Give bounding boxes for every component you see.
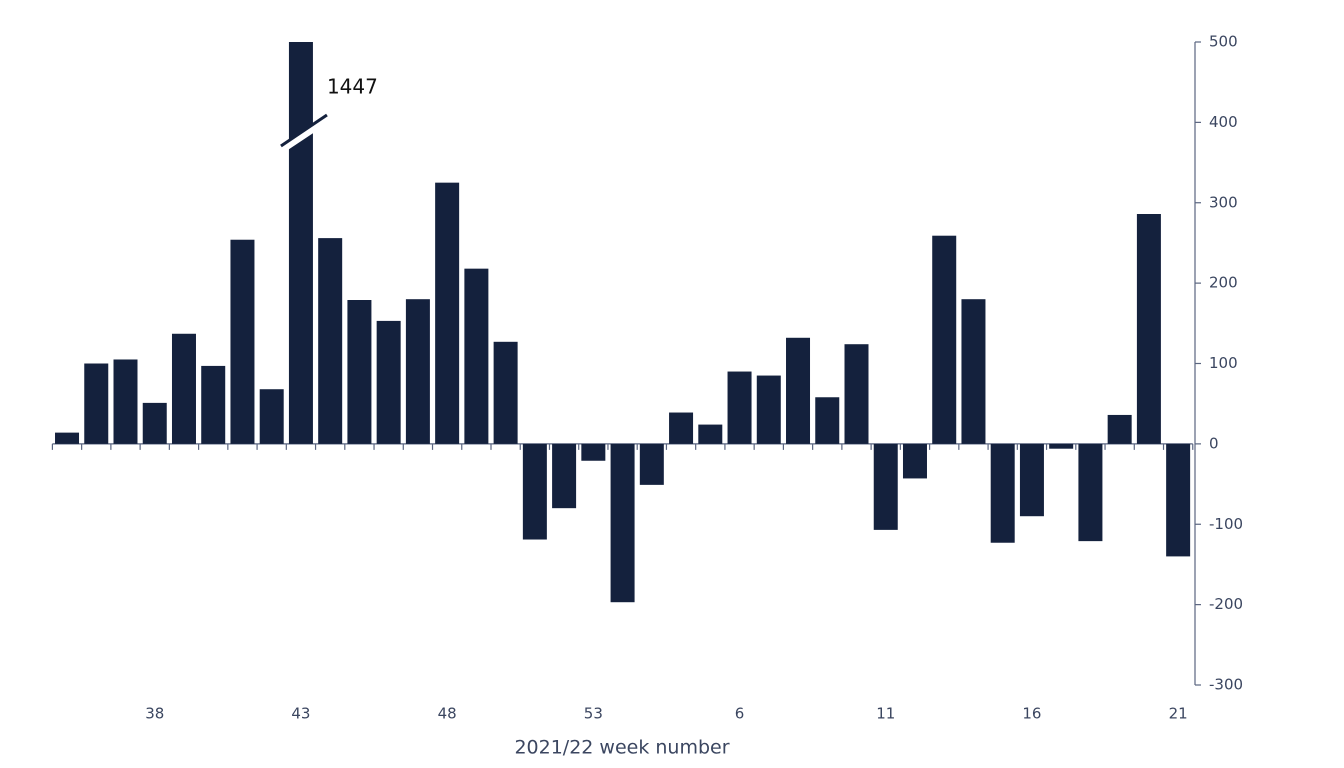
axis-break	[280, 118, 323, 154]
y-tick-label: 200	[1209, 274, 1238, 292]
bar	[1136, 214, 1161, 444]
bar	[464, 268, 489, 444]
bar	[990, 443, 1015, 543]
bar	[288, 42, 313, 444]
bar	[55, 432, 80, 444]
bar	[113, 359, 138, 444]
bar	[1107, 414, 1132, 444]
bar	[815, 397, 840, 444]
bar	[639, 443, 664, 485]
x-tick-label: 16	[1022, 705, 1041, 723]
y-tick-label: -200	[1209, 595, 1243, 613]
bar	[902, 443, 927, 479]
bar	[932, 235, 957, 444]
bar	[230, 239, 255, 444]
bar	[318, 238, 343, 444]
bar	[961, 299, 986, 444]
bar	[698, 424, 723, 444]
y-tick-label: 400	[1209, 113, 1238, 131]
bar	[873, 443, 898, 530]
y-tick-label: 300	[1209, 193, 1238, 211]
x-tick-label: 53	[584, 705, 603, 723]
bar	[1049, 443, 1074, 449]
bar	[727, 371, 752, 444]
bar	[142, 402, 167, 444]
y-tick-label: 100	[1209, 354, 1238, 372]
x-axis-label: 2021/22 week number	[514, 737, 729, 759]
bar	[259, 389, 284, 444]
bar	[756, 375, 781, 444]
bar	[493, 341, 518, 444]
break-line	[280, 125, 324, 155]
bar	[1078, 443, 1103, 542]
data-label: 1447	[327, 75, 378, 99]
break-line	[280, 113, 328, 148]
y-tick-label: -300	[1209, 676, 1243, 694]
x-tick-label: 43	[291, 705, 310, 723]
bar	[435, 182, 460, 444]
y-tick-label: 0	[1209, 434, 1219, 452]
bar	[84, 363, 109, 444]
y-tick-label: -100	[1209, 515, 1243, 533]
bar	[610, 443, 635, 603]
bar	[1019, 443, 1044, 517]
bar	[669, 412, 694, 444]
bar	[522, 443, 547, 540]
x-tick-label: 21	[1169, 705, 1188, 723]
y-tick-label: 500	[1209, 33, 1238, 51]
x-tick-label: 48	[438, 705, 457, 723]
bar	[171, 333, 196, 444]
bar	[376, 320, 401, 444]
bar	[581, 443, 606, 461]
bar	[201, 365, 226, 444]
bar	[844, 344, 869, 444]
bar	[552, 443, 577, 509]
bar	[347, 300, 372, 444]
x-tick-label: 11	[876, 705, 895, 723]
x-tick-label: 38	[145, 705, 164, 723]
bar	[786, 337, 811, 444]
bar	[405, 299, 430, 444]
bar	[1166, 443, 1191, 557]
x-tick-label: 6	[735, 705, 745, 723]
